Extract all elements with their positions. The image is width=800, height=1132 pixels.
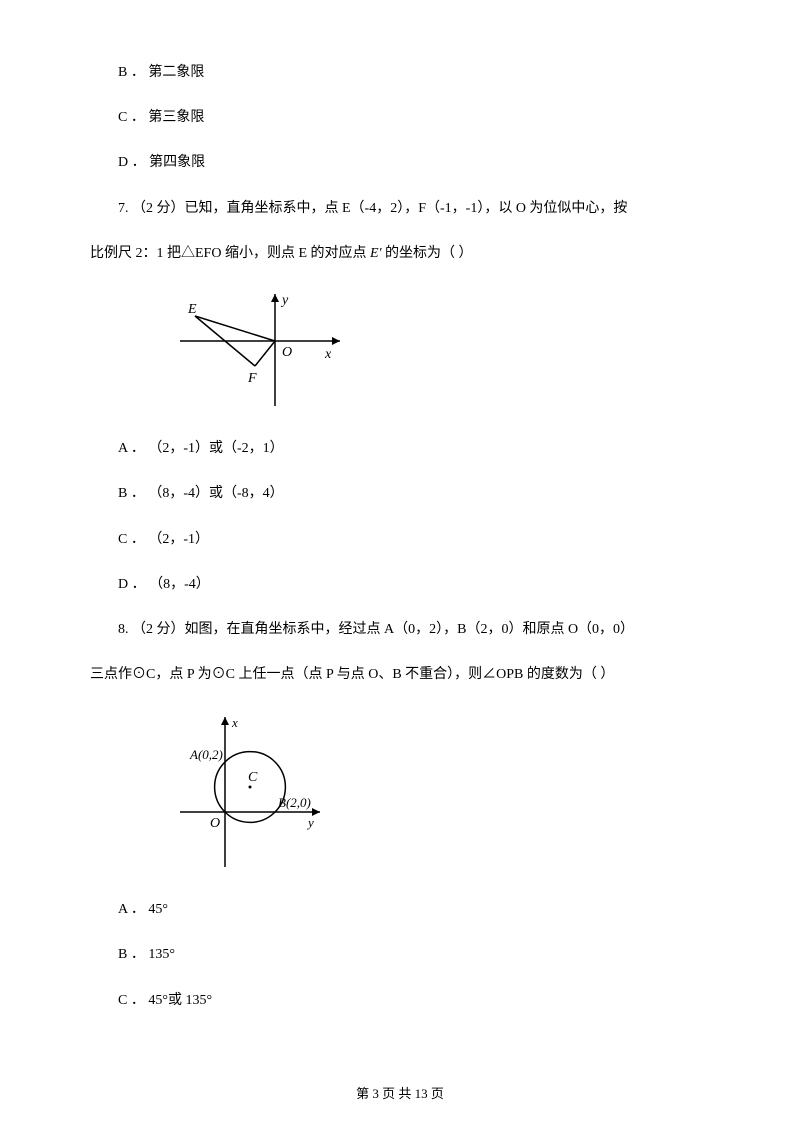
option-d: D ． 第四象限 [90,150,710,175]
label-c: C [248,770,258,785]
option-text: 第三象限 [148,110,204,125]
label-o: O [282,345,292,360]
label-o2: O [210,816,220,831]
q7-option-d: D ． （8，-4） [90,572,710,597]
footer-mid: 页 共 [379,1086,415,1101]
option-label: A ． [118,441,145,456]
q8-option-b: B ． 135° [90,942,710,967]
footer-prefix: 第 [356,1086,372,1101]
page-footer: 第 3 页 共 13 页 [0,1083,800,1102]
q7-option-b: B ． （8，-4）或（-8，4） [90,481,710,506]
footer-suffix: 页 [428,1086,444,1101]
label-y2: y [306,815,314,830]
option-label: C ． [118,110,145,125]
e-prime-symbol: E' [370,241,382,266]
option-text: 45°或 135° [148,993,212,1008]
q7-option-c: C ． （2，-1） [90,527,710,552]
option-c: C ． 第三象限 [90,105,710,130]
q8-diagram: A(0,2) B(2,0) C O x y [170,707,710,882]
q7-text-2a: 比例尺 2：1 把△EFO 缩小，则点 E 的对应点 [90,246,370,261]
label-y: y [280,293,289,308]
label-a: A(0,2) [189,747,223,762]
q7-text-2b: 的坐标为（ ） [382,246,473,261]
q8-text-1: 8. （2 分）如图，在直角坐标系中，经过点 A（0，2），B（2，0）和原点 … [118,622,634,637]
option-label: C ． [118,993,145,1008]
q8-option-c: C ． 45°或 135° [90,988,710,1013]
option-label: B ． [118,947,145,962]
q8-line2: 三点作⊙C，点 P 为⊙C 上任一点（点 P 与点 O、B 不重合），则∠OPB… [90,662,710,687]
label-b: B(2,0) [278,795,311,810]
option-label: C ． [118,532,145,547]
q8-option-a: A ． 45° [90,897,710,922]
option-label: B ． [118,65,145,80]
q8-line1: 8. （2 分）如图，在直角坐标系中，经过点 A（0，2），B（2，0）和原点 … [90,617,710,642]
option-label: A ． [118,902,145,917]
q7-option-a: A ． （2，-1）或（-2，1） [90,436,710,461]
option-text: 第四象限 [149,155,205,170]
option-label: D ． [118,577,146,592]
label-e: E [187,302,197,317]
option-text: （2，-1）或（-2，1） [148,441,283,456]
option-text: 45° [148,902,168,917]
q8-text-2: 三点作⊙C，点 P 为⊙C 上任一点（点 P 与点 O、B 不重合），则∠OPB… [90,667,614,682]
q8-coordinate-svg: A(0,2) B(2,0) C O x y [170,707,330,877]
option-b: B ． 第二象限 [90,60,710,85]
q7-text-1: 7. （2 分）已知，直角坐标系中，点 E（-4，2），F（-1，-1），以 O… [118,201,627,216]
q7-coordinate-svg: E F O x y [170,286,350,416]
label-x2: x [231,715,238,730]
option-text: （8，-4） [149,577,210,592]
label-x: x [324,347,332,362]
option-text: （8，-4）或（-8，4） [148,486,283,501]
option-label: B ． [118,486,145,501]
footer-total: 13 [415,1086,428,1101]
option-text: 第二象限 [148,65,204,80]
q7-line1: 7. （2 分）已知，直角坐标系中，点 E（-4，2），F（-1，-1），以 O… [90,196,710,221]
label-f: F [247,371,257,386]
option-text: 135° [148,947,175,962]
option-label: D ． [118,155,146,170]
q7-diagram: E F O x y [170,286,710,421]
q7-line2: 比例尺 2：1 把△EFO 缩小，则点 E 的对应点 E' 的坐标为（ ） [90,241,710,266]
option-text: （2，-1） [148,532,209,547]
